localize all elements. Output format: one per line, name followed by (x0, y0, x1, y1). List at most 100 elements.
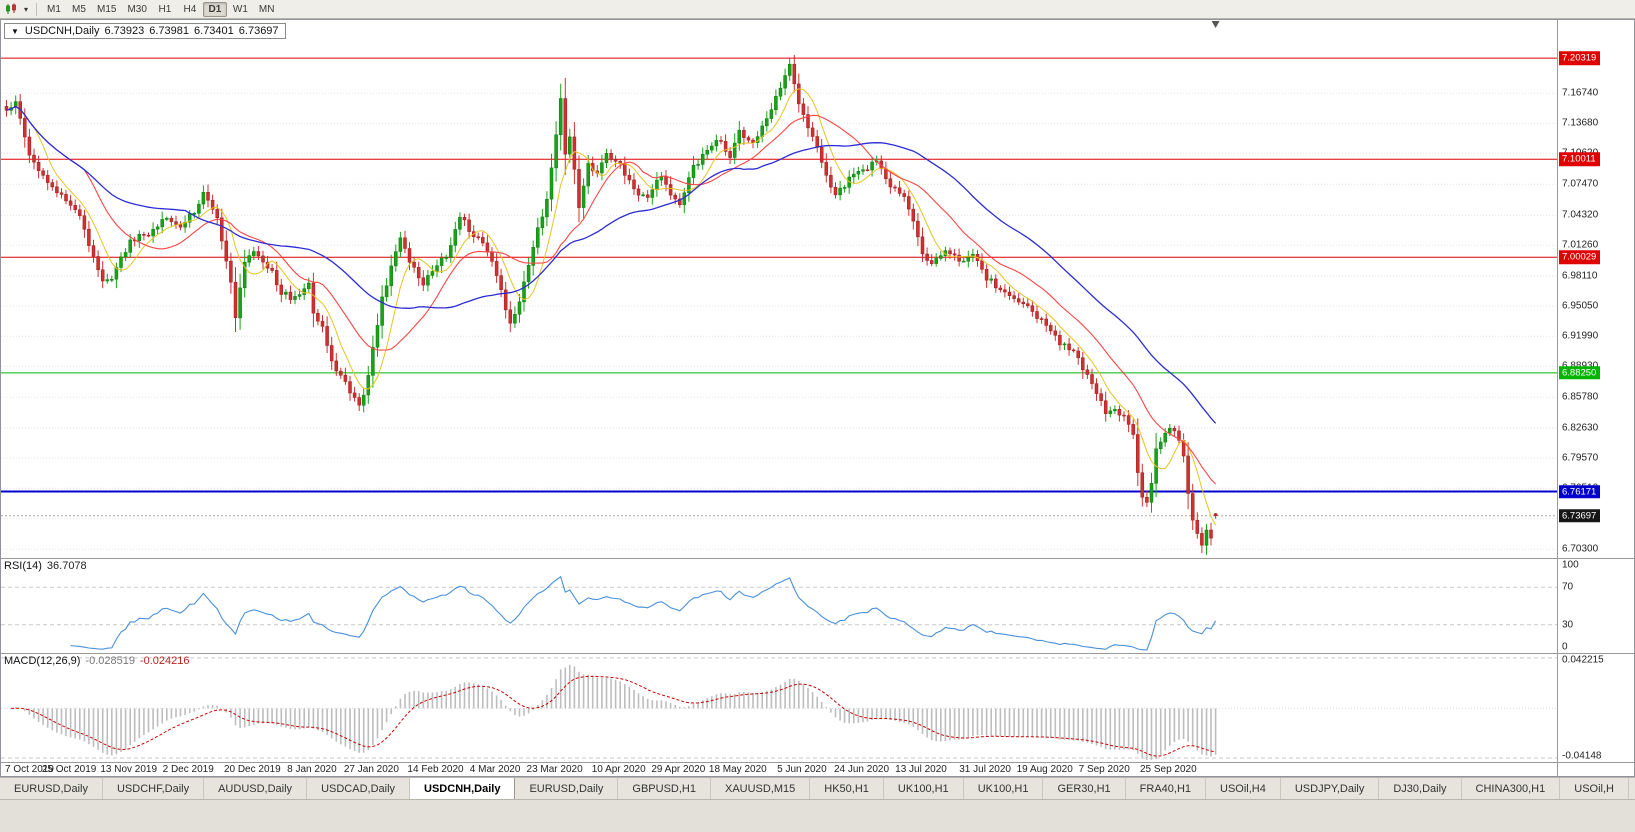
top-toolbar: ▾ M1 M5 M15 M30 H1 H4 D1 W1 MN (0, 0, 1635, 19)
macd-chart (1, 657, 1557, 760)
chart-tab-uk100-h1[interactable]: UK100,H1 (884, 778, 964, 799)
status-bar (0, 799, 1635, 832)
time-axis-label: 13 Jul 2020 (895, 764, 947, 775)
chart-tab-fra40-h1[interactable]: FRA40,H1 (1126, 778, 1207, 799)
macd-indicator-pane[interactable]: MACD(12,26,9) -0.028519 -0.024216 (1, 654, 1557, 762)
rsi-label: RSI(14) 36.7078 (4, 560, 87, 572)
close-value: 6.73697 (238, 25, 279, 37)
rsi-axis-label: 70 (1562, 581, 1574, 593)
chart-tab-usdcnh-daily[interactable]: USDCNH,Daily (410, 778, 516, 799)
timeframe-button-m15[interactable]: M15 (97, 3, 117, 15)
pane-resize-handle[interactable] (1, 653, 1634, 654)
symbol-ohlc-box[interactable]: ▼ USDCNH,Daily 6.73923 6.73981 6.73401 6… (4, 23, 286, 39)
chart-tab-usdchf-daily[interactable]: USDCHF,Daily (103, 778, 205, 799)
price-level-badge: 6.76171 (1559, 484, 1601, 499)
chart-type-icon[interactable] (3, 2, 21, 17)
rsi-indicator-pane[interactable]: RSI(14) 36.7078 (1, 559, 1557, 653)
time-axis-label: 25 Sep 2020 (1139, 764, 1197, 775)
macd-axis-label: -0.04148 (1562, 750, 1602, 762)
price-axis-tick: 7.13680 (1562, 117, 1599, 129)
chart-tab-usdjpy-daily[interactable]: USDJPY,Daily (1281, 778, 1380, 799)
price-axis-tick: 7.16740 (1562, 87, 1599, 99)
pane-resize-handle[interactable] (1, 762, 1634, 763)
price-level-badge: 6.88250 (1559, 366, 1601, 380)
chart-type-dropdown-icon[interactable]: ▾ (23, 4, 28, 14)
symbol-label: USDCNH,Daily (24, 25, 100, 37)
time-axis-label: 18 May 2020 (708, 764, 767, 775)
price-chart-pane[interactable]: ▼ USDCNH,Daily 6.73923 6.73981 6.73401 6… (1, 20, 1557, 558)
price-axis-tick: 6.79570 (1562, 452, 1599, 464)
price-level-badge: 7.00029 (1559, 250, 1601, 265)
rsi-axis-label: 30 (1562, 619, 1574, 631)
timeframe-button-m30[interactable]: M30 (127, 3, 147, 15)
chart-tab-uk100-h1[interactable]: UK100,H1 (964, 778, 1044, 799)
pane-resize-handle[interactable] (1, 558, 1634, 559)
time-axis-label: 13 Nov 2019 (100, 764, 158, 775)
rsi-name: RSI(14) (4, 560, 42, 572)
time-axis-label: 14 Feb 2020 (407, 764, 464, 775)
toolbar-separator (36, 2, 37, 16)
price-axis-tick: 6.95050 (1562, 300, 1599, 312)
time-axis-label: 27 Jan 2020 (343, 764, 399, 775)
time-axis-label: 7 Sep 2020 (1078, 764, 1130, 775)
chart-tab-eurusd-daily[interactable]: EURUSD,Daily (0, 778, 103, 799)
chart-tab-eurusd-daily[interactable]: EURUSD,Daily (515, 778, 619, 799)
candlestick-chart[interactable] (1, 20, 1557, 558)
price-axis-tick: 6.98110 (1562, 270, 1598, 282)
chart-shift-marker (1211, 21, 1220, 28)
chart-tab-usdcad-daily[interactable]: USDCAD,Daily (307, 778, 411, 799)
timeframe-button-w1[interactable]: W1 (232, 3, 248, 15)
macd-signal-value: -0.024216 (139, 655, 190, 667)
macd-axis-label: 0.042215 (1562, 654, 1604, 666)
timeframe-buttons: M1 M5 M15 M30 H1 H4 D1 W1 MN (42, 1, 279, 17)
price-axis-tick: 6.82630 (1562, 422, 1599, 434)
time-axis-label: 20 Dec 2019 (223, 764, 281, 775)
macd-name: MACD(12,26,9) (4, 655, 81, 667)
price-level-badge: 7.10011 (1559, 152, 1600, 167)
time-axis-label: 31 Jul 2020 (959, 764, 1011, 775)
time-axis-label: 25 Oct 2019 (41, 764, 97, 775)
time-axis-label: 2 Dec 2019 (162, 764, 214, 775)
chart-tab-usoil-h[interactable]: USOil,H (1560, 778, 1629, 799)
price-axis-tick: 7.07470 (1562, 178, 1599, 190)
price-axis-tick: 6.91990 (1562, 330, 1599, 342)
one-click-trading-expander-icon[interactable]: ▼ (11, 26, 19, 36)
time-axis-label: 23 Mar 2020 (526, 764, 583, 775)
time-axis-label: 5 Jun 2020 (777, 764, 827, 775)
low-value: 6.73401 (194, 25, 234, 37)
macd-label: MACD(12,26,9) -0.028519 -0.024216 (4, 655, 190, 667)
price-axis-tick: 6.85780 (1562, 391, 1599, 403)
open-value: 6.73923 (104, 25, 145, 37)
price-axis-tick: 6.70300 (1562, 543, 1599, 555)
timeframe-button-m5[interactable]: M5 (72, 3, 86, 15)
chart-tab-china300-h1[interactable]: CHINA300,H1 (1462, 778, 1561, 799)
chart-window: ▼ USDCNH,Daily 6.73923 6.73981 6.73401 6… (0, 19, 1635, 777)
timeframe-button-m1[interactable]: M1 (47, 3, 61, 15)
axis-divider (1557, 20, 1558, 776)
chart-tab-usoil-h4[interactable]: USOil,H4 (1206, 778, 1281, 799)
rsi-axis: 100 70 30 0 (1558, 559, 1634, 653)
current-price-badge: 6.73697 (1559, 509, 1601, 523)
chart-tab-gbpusd-h1[interactable]: GBPUSD,H1 (618, 778, 711, 799)
chart-tab-ger30-h1[interactable]: GER30,H1 (1043, 778, 1126, 799)
time-axis[interactable]: 7 Oct 2019 25 Oct 2019 13 Nov 2019 2 Dec 20… (1, 763, 1557, 776)
time-axis-label: 8 Jan 2020 (287, 764, 337, 775)
rsi-chart (1, 575, 1557, 651)
chart-tab-hk50-h1[interactable]: HK50,H1 (810, 778, 884, 799)
timeframe-button-h4[interactable]: H4 (183, 3, 197, 15)
price-axis[interactable]: 7.167407.136807.106207.074707.043207.012… (1558, 20, 1634, 558)
chart-tabs-bar: EURUSD,Daily USDCHF,Daily AUDUSD,Daily USDC… (0, 777, 1635, 799)
chart-tab-dj30-daily[interactable]: DJ30,Daily (1379, 778, 1462, 799)
rsi-axis-label: 100 (1562, 559, 1579, 571)
timeframe-button-h1[interactable]: H1 (158, 3, 172, 15)
time-axis-label: 10 Apr 2020 (591, 764, 646, 775)
high-value: 6.73981 (149, 25, 190, 37)
timeframe-button-d1[interactable]: D1 (202, 1, 227, 17)
macd-main-value: -0.028519 (85, 655, 135, 667)
time-axis-label: 7 Oct 2019 (5, 764, 54, 775)
chart-tab-audusd-daily[interactable]: AUDUSD,Daily (204, 778, 308, 799)
chart-tab-xauusd-m15[interactable]: XAUUSD,M15 (711, 778, 811, 799)
timeframe-button-mn[interactable]: MN (258, 3, 275, 15)
time-axis-label: 24 Jun 2020 (833, 764, 890, 775)
macd-axis: 0.042215 -0.04148 (1558, 654, 1634, 762)
